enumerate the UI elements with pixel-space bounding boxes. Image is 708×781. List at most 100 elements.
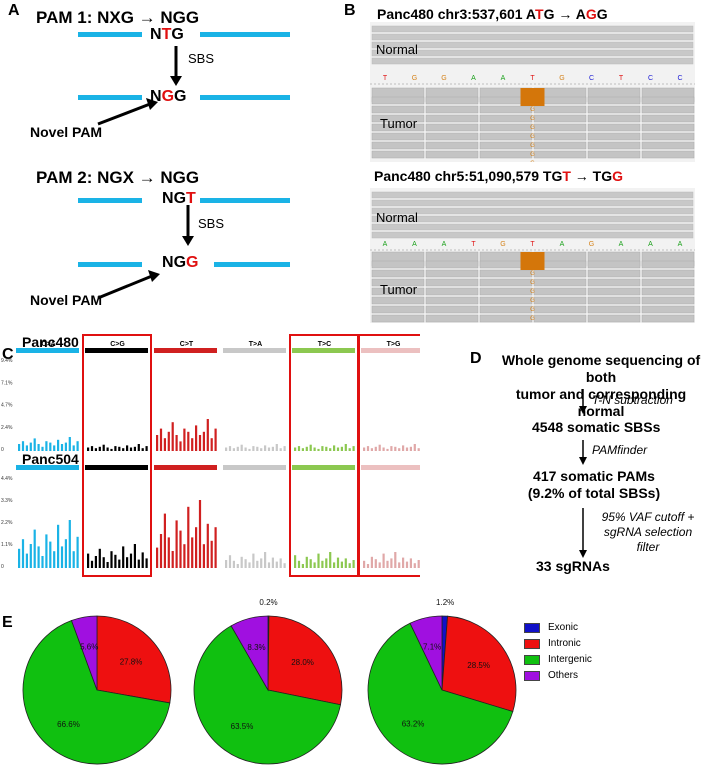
- signature-bar: [366, 446, 370, 451]
- signature-bar: [301, 448, 304, 451]
- signature-bar: [187, 506, 190, 568]
- category-bar-bottom: [154, 465, 217, 470]
- signature-bar: [41, 446, 44, 451]
- category-label: T>G: [387, 341, 401, 348]
- tumor-read: [425, 296, 479, 305]
- signature-bar: [110, 551, 113, 568]
- panel-label-b: B: [344, 2, 356, 19]
- signature-bar: [294, 447, 297, 451]
- alt-base: G: [530, 161, 535, 162]
- signature-bar: [122, 546, 125, 568]
- signature-bar: [240, 556, 243, 568]
- signature-bar: [198, 435, 202, 451]
- reference-base: C: [677, 75, 682, 82]
- tumor-read: [533, 105, 587, 114]
- title-part: Panc480 chr3:537,601 A: [377, 6, 535, 22]
- title-part: Panc480 chr5:51,090,579 TG: [374, 168, 563, 184]
- tumor-read: [641, 278, 695, 287]
- tumor-read: [479, 105, 533, 114]
- signature-bar: [279, 448, 282, 451]
- category-label: C>T: [180, 341, 194, 348]
- tumor-read: [425, 314, 479, 323]
- y-tick-label: 4.7%: [1, 403, 13, 409]
- tumor-read: [371, 105, 425, 114]
- signature-bar: [236, 564, 239, 568]
- tumor-read: [533, 269, 587, 278]
- signature-bar: [110, 448, 113, 451]
- tumor-read: [641, 132, 695, 141]
- normal-read: [371, 231, 694, 239]
- result-somatic-pams: 417 somatic PAMs (9.2% of total SBSs): [524, 468, 664, 502]
- reference-base: G: [441, 75, 446, 82]
- pam2-arrow: →: [138, 168, 156, 187]
- category-label: C>G: [110, 341, 125, 348]
- alt-base: G: [530, 307, 535, 313]
- title-ref-base: T: [535, 6, 544, 22]
- signature-bar: [417, 448, 420, 451]
- base: G: [174, 88, 187, 105]
- step-tn-subtraction: T-N subtraction: [592, 393, 673, 407]
- signature-bar: [76, 441, 79, 451]
- dna-strand: [200, 198, 290, 203]
- signature-bar: [137, 444, 140, 451]
- tumor-read: [587, 132, 641, 141]
- signature-bar: [256, 560, 259, 568]
- signature-bar: [137, 559, 140, 568]
- legend-label: Intergenic: [548, 654, 592, 665]
- pie-slice-intronic: [441, 615, 517, 713]
- normal-label: Normal: [376, 210, 418, 225]
- legend-item-others: Others: [524, 670, 578, 681]
- tumor-read: [371, 296, 425, 305]
- signature-bar: [64, 539, 67, 568]
- alt-base: G: [530, 116, 535, 122]
- panel-label-c: C: [2, 346, 14, 363]
- signature-bar: [156, 547, 159, 568]
- y-tick-label: 7.1%: [1, 380, 13, 386]
- signature-bar: [45, 534, 48, 568]
- signature-bar: [145, 446, 148, 451]
- signature-bar: [378, 444, 381, 451]
- signature-bar: [305, 446, 308, 451]
- novel-pam-label: Novel PAM: [30, 124, 103, 140]
- signature-bar: [405, 561, 409, 568]
- signature-bar: [133, 544, 136, 568]
- title-ref-base: T: [562, 168, 571, 184]
- igv-track-1: TGGAATGCTCCGGGGGGG: [370, 22, 695, 167]
- signature-bar: [267, 562, 271, 568]
- category-bar-top: [292, 348, 355, 353]
- category-bar-bottom: [292, 465, 355, 470]
- tumor-read: [479, 296, 533, 305]
- signature-bar: [344, 444, 347, 451]
- tumor-read: [479, 114, 533, 123]
- igv-reads-2: AAATGTAGAAAGGGGGGG: [370, 191, 695, 331]
- alt-base: G: [530, 152, 535, 158]
- tumor-read: [641, 105, 695, 114]
- signature-bar: [76, 536, 79, 568]
- signature-bar: [313, 562, 316, 568]
- signature-bar: [340, 446, 343, 451]
- normal-read: [371, 57, 694, 65]
- tumor-read: [587, 96, 641, 105]
- signature-bar: [156, 435, 159, 451]
- panel-label-a: A: [8, 2, 20, 19]
- signature-bar: [370, 448, 373, 451]
- dna-strand: [78, 95, 142, 100]
- reference-base: C: [589, 75, 594, 82]
- mutational-signature-chart: Panc480 Panc504 C>A C>G C>T T>A T>C T>G 9.4% 7.…: [1, 334, 420, 577]
- tumor-read: [641, 260, 695, 269]
- pie-value-label: 63.2%: [402, 720, 425, 729]
- signature-bar: [275, 561, 278, 568]
- reference-base: A: [648, 241, 653, 248]
- step-pamfinder: PAMfinder: [592, 443, 648, 457]
- signature-bar: [60, 444, 64, 451]
- pie-slice-intronic: [96, 615, 172, 704]
- signature-bar: [321, 560, 324, 568]
- signature-bar: [159, 534, 163, 568]
- pie-value-label: 1.2%: [436, 598, 454, 607]
- reference-base: A: [560, 241, 565, 248]
- reference-base: T: [471, 241, 476, 248]
- novel-pam-arrow: [97, 102, 151, 126]
- panel-a-arrows: [97, 46, 194, 300]
- tumor-read: [479, 287, 533, 296]
- signature-bar: [102, 557, 105, 568]
